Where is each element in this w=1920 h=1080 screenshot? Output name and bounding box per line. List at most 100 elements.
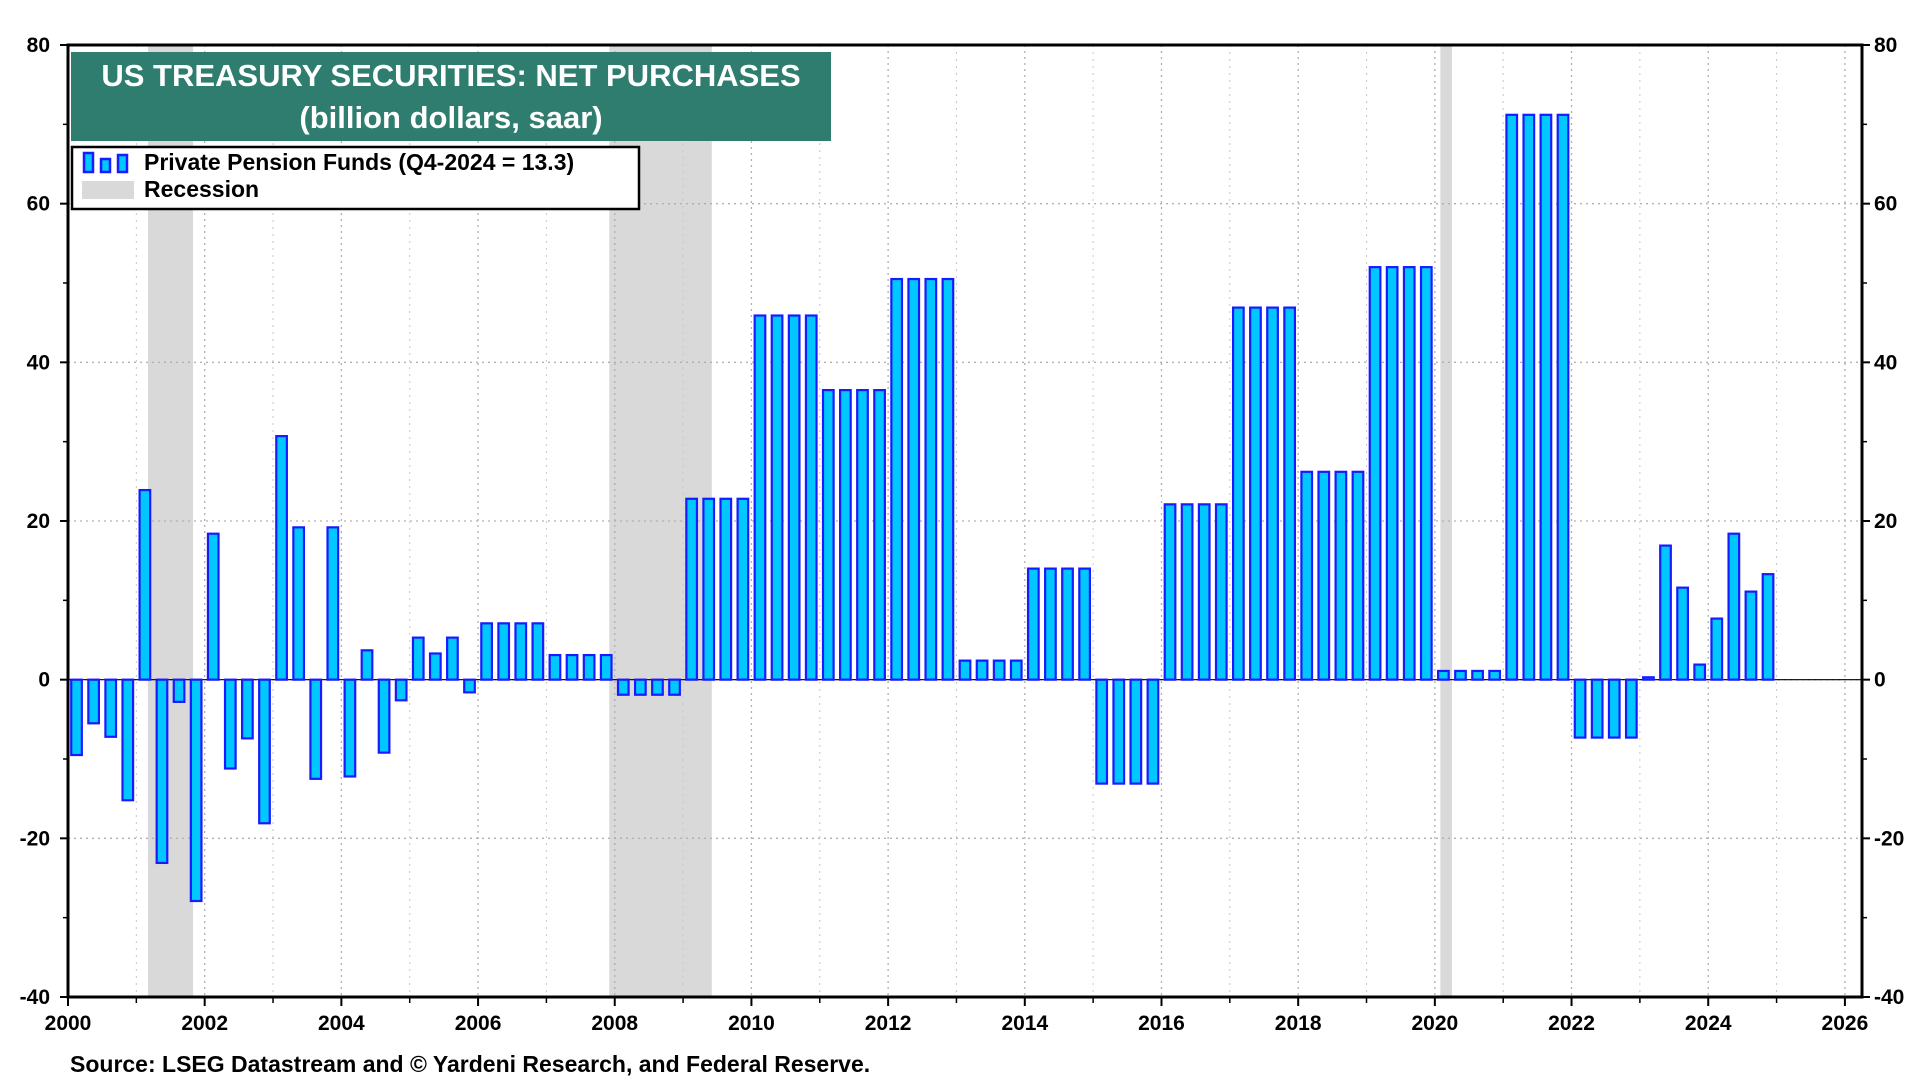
bar-2021-Q2 [1522, 113, 1536, 681]
bar-2018-Q1 [1300, 470, 1314, 681]
bar-2020-Q2 [1454, 669, 1467, 681]
xtick-label: 2026 [1822, 1012, 1869, 1035]
bar-2002-Q4 [258, 678, 271, 825]
bar-2016-Q1 [1163, 503, 1177, 681]
bar-2004-Q1 [343, 678, 357, 778]
bar-2012-Q3 [924, 277, 938, 681]
bar-2010-Q4 [804, 314, 818, 681]
bar-2009-Q2 [702, 497, 716, 681]
xtick-label: 2000 [45, 1012, 92, 1035]
bar-2005-Q4 [463, 678, 476, 694]
bar-2008-Q4 [668, 678, 681, 696]
bar-2014-Q2 [1044, 567, 1057, 681]
bar-2018-Q3 [1334, 470, 1348, 681]
bar-2000-Q4 [121, 678, 135, 802]
bar-2023-Q4 [1693, 663, 1707, 681]
source-note: Source: LSEG Datastream and © Yardeni Re… [70, 1051, 870, 1077]
bar-series [70, 113, 1775, 903]
bar-2017-Q4 [1283, 306, 1297, 681]
bar-2023-Q2 [1659, 544, 1672, 681]
bar-2011-Q1 [821, 389, 835, 681]
bar-2010-Q3 [787, 314, 801, 681]
bar-2020-Q3 [1471, 669, 1484, 681]
chart-subtitle: (billion dollars, saar) [299, 100, 602, 135]
legend-label-series: Private Pension Funds (Q4-2024 = 13.3) [144, 149, 574, 175]
bar-2003-Q1 [275, 435, 288, 681]
bar-2007-Q4 [599, 653, 613, 681]
bar-2009-Q4 [736, 497, 750, 681]
bar-2005-Q2 [428, 652, 442, 681]
ytick-label-right: 80 [1874, 34, 1897, 57]
legend-box [70, 145, 641, 211]
bar-2021-Q4 [1556, 113, 1570, 681]
xtick-label: 2002 [181, 1012, 228, 1035]
bar-2021-Q1 [1505, 113, 1519, 681]
xtick-label: 2006 [455, 1012, 502, 1035]
legend: Private Pension Funds (Q4-2024 = 13.3) R… [70, 145, 641, 211]
bar-2024-Q1 [1710, 617, 1724, 681]
ytick-label-left: -20 [20, 827, 50, 850]
bar-2006-Q3 [514, 622, 528, 681]
bar-2018-Q4 [1351, 470, 1365, 681]
bar-2006-Q2 [497, 622, 511, 681]
bar-2001-Q1 [138, 488, 152, 681]
bar-2007-Q3 [582, 653, 596, 681]
bar-2012-Q2 [907, 277, 921, 681]
ytick-label-left: 60 [27, 193, 50, 216]
bar-2015-Q3 [1129, 678, 1143, 785]
bar-2005-Q1 [411, 636, 425, 681]
bar-2001-Q4 [189, 678, 203, 903]
bar-2016-Q4 [1214, 503, 1228, 681]
bar-2011-Q3 [856, 389, 869, 681]
bar-2013-Q3 [992, 659, 1006, 681]
bar-2023-Q3 [1676, 586, 1689, 681]
legend-swatch-bar-1 [82, 151, 95, 174]
bar-2016-Q2 [1180, 503, 1194, 681]
bar-2014-Q1 [1026, 567, 1040, 681]
bar-2024-Q2 [1727, 532, 1741, 681]
bar-2004-Q2 [360, 649, 374, 681]
bar-2019-Q3 [1402, 266, 1416, 681]
bar-2006-Q4 [531, 622, 545, 681]
bar-2020-Q1 [1437, 669, 1450, 681]
bar-2013-Q1 [958, 659, 972, 681]
bar-2013-Q2 [975, 659, 989, 681]
ytick-label-left: -40 [20, 986, 50, 1009]
legend-recession-swatch [82, 181, 134, 199]
bar-2004-Q4 [394, 678, 408, 702]
bar-2007-Q1 [548, 653, 562, 681]
bar-2001-Q3 [172, 678, 186, 703]
legend-swatch-bar-3 [116, 153, 129, 174]
bar-2000-Q1 [70, 678, 83, 757]
xtick-label: 2012 [865, 1012, 912, 1035]
bar-2017-Q2 [1249, 306, 1262, 681]
ytick-label-left: 0 [38, 669, 50, 692]
bar-2022-Q3 [1607, 678, 1621, 739]
bar-2017-Q1 [1231, 306, 1245, 681]
bar-2002-Q3 [241, 678, 254, 740]
bar-2005-Q3 [446, 636, 459, 681]
bar-2023-Q1 [1642, 676, 1655, 681]
ytick-label-left: 20 [27, 510, 50, 533]
legend-bar-swatch [82, 151, 129, 174]
ytick-label-right: 0 [1874, 669, 1886, 692]
bar-2009-Q1 [685, 497, 699, 681]
xtick-label: 2014 [1001, 1012, 1048, 1035]
bar-2014-Q3 [1061, 567, 1074, 681]
bar-2009-Q3 [719, 497, 733, 681]
ytick-label-right: -20 [1874, 827, 1904, 850]
bar-2002-Q2 [223, 678, 237, 770]
bar-2003-Q4 [326, 526, 340, 681]
xtick-label: 2020 [1411, 1012, 1458, 1035]
bar-2022-Q2 [1590, 678, 1604, 739]
title-box: US TREASURY SECURITIES: NET PURCHASES (b… [71, 52, 831, 141]
bar-2002-Q1 [206, 532, 220, 681]
xtick-label: 2024 [1685, 1012, 1732, 1035]
bar-2019-Q1 [1368, 266, 1382, 681]
bar-2017-Q3 [1266, 306, 1279, 681]
bar-2024-Q3 [1744, 590, 1758, 681]
ytick-label-right: -40 [1874, 986, 1904, 1009]
title-background [71, 52, 831, 141]
